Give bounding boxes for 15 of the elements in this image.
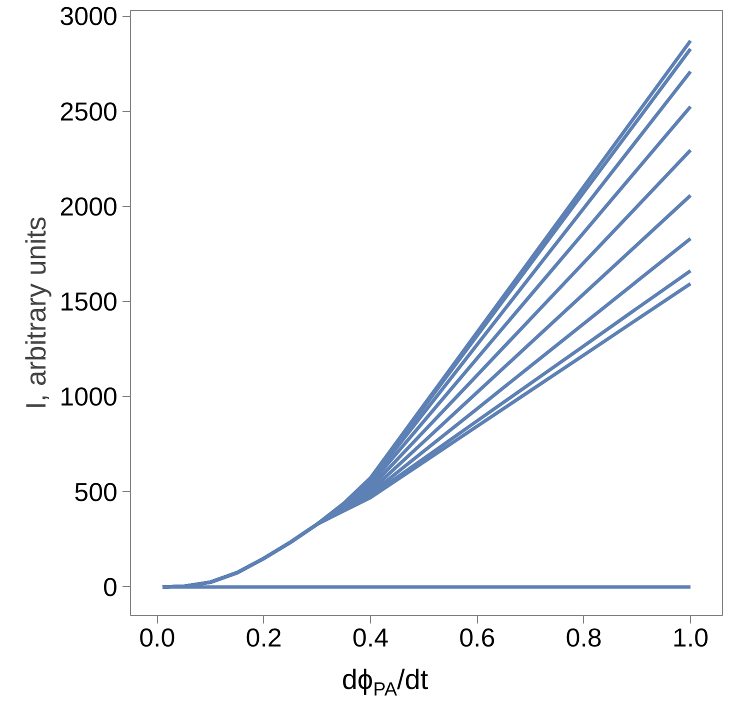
x-tick-label: 0.6 <box>459 622 496 652</box>
y-axis-title: I, arbitrary units <box>20 216 52 410</box>
x-tick-label: 0.8 <box>566 622 602 652</box>
y-tick-label: 500 <box>74 476 118 507</box>
y-tick-label: 2000 <box>60 191 118 222</box>
x-tick-label: 1.0 <box>672 622 709 652</box>
y-tick-label: 3000 <box>60 1 118 32</box>
x-axis-title: dϕ$_{PA}$/dt <box>342 663 428 703</box>
x-tick-label: 0.4 <box>352 622 389 652</box>
y-tick-label: 0 <box>103 572 118 602</box>
y-tick-label: 1000 <box>60 382 118 412</box>
y-tick-label: 1500 <box>60 286 118 317</box>
x-tick-label: 0.2 <box>246 622 282 652</box>
y-tick-label: 2500 <box>60 96 118 126</box>
x-tick-label: 0.0 <box>139 622 176 652</box>
